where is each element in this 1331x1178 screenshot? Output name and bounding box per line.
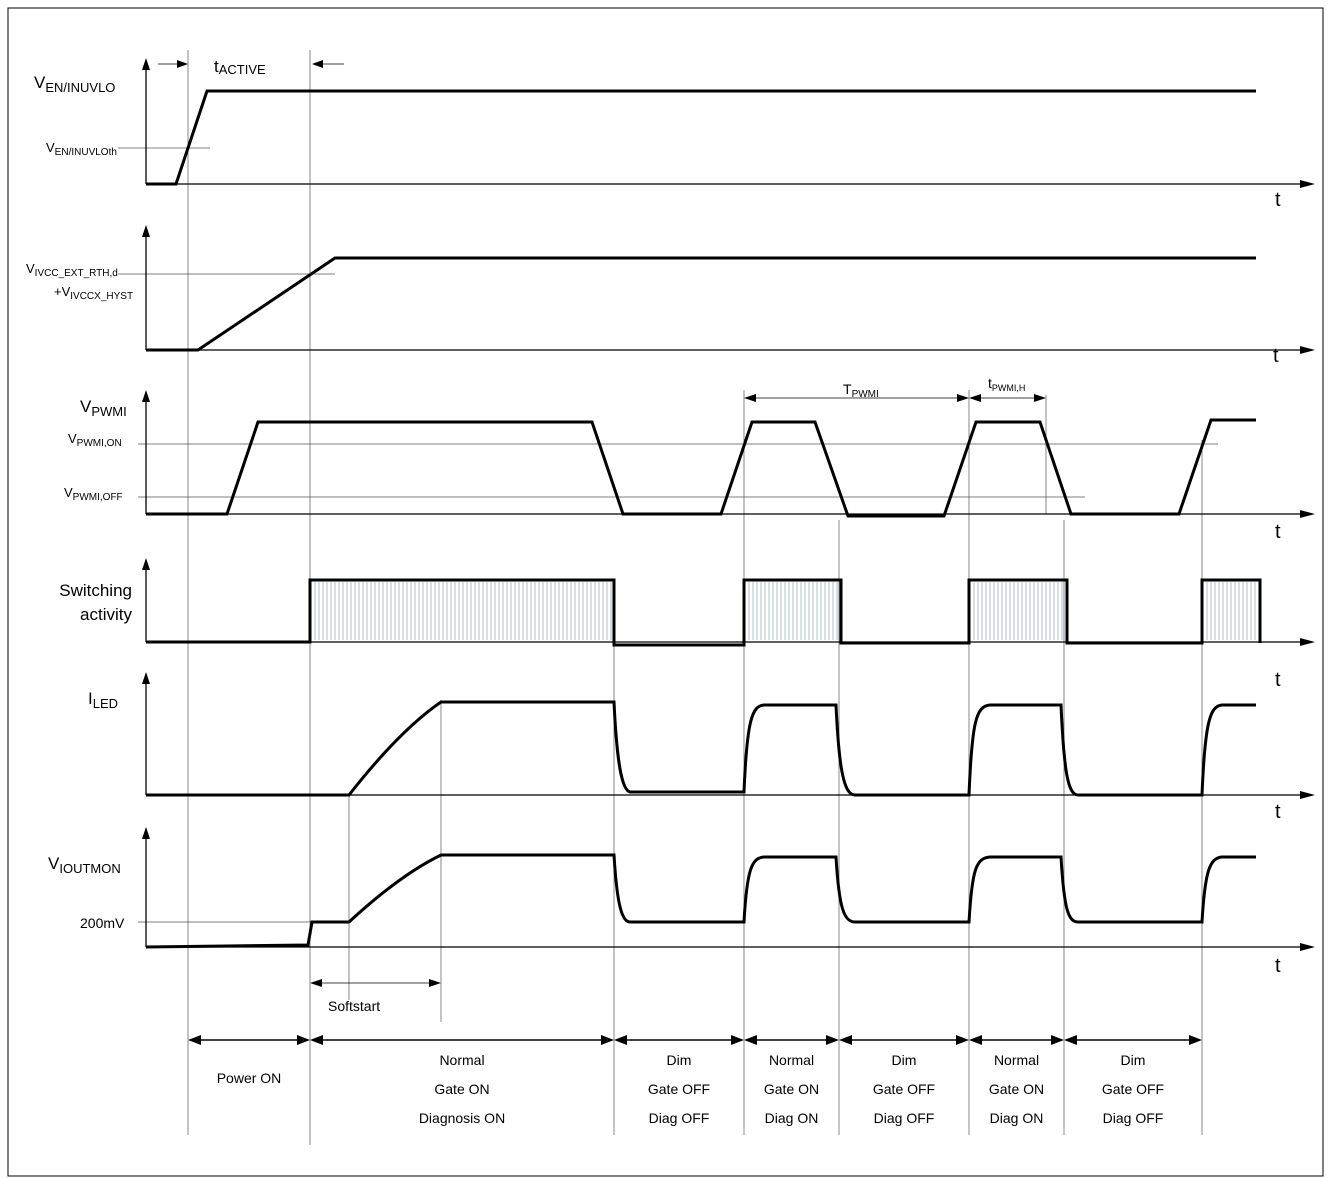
phase-arrows [188, 1035, 1202, 1045]
label-t-pwmi-h: tPWMI,H [988, 375, 1025, 393]
phase-arrow-head [614, 1035, 627, 1045]
label-switching-2: activity [80, 605, 132, 624]
phase-label: Normal [994, 1052, 1039, 1068]
phase-arrow-head [744, 1035, 757, 1045]
phase-arrow-head [826, 1035, 839, 1045]
time-label-iled: t [1275, 801, 1281, 823]
time-axis-labels: t t t t t t [1273, 189, 1281, 977]
phase-label: Diag OFF [1103, 1110, 1164, 1126]
phase-label: Gate ON [434, 1081, 489, 1097]
time-label-ioutmon: t [1275, 955, 1281, 977]
phase-label: Gate ON [764, 1081, 819, 1097]
phase-label: Normal [439, 1052, 484, 1068]
phase-label: Dim [892, 1052, 917, 1068]
t-pwmi-h-marker: tPWMI,H [969, 375, 1046, 402]
waveform-pwmi [146, 418, 1256, 518]
signal-labels: VEN/INUVLO VEN/INUVLOth VIVCC_EXT_RTH,d … [26, 73, 133, 931]
label-200mv: 200mV [80, 915, 125, 931]
softstart-marker: Softstart [310, 979, 441, 1014]
waveforms [145, 89, 1262, 949]
timing-annotations: tACTIVE TPWMI tPWMI,H Softstart [158, 57, 1046, 1014]
switching-hatch [314, 582, 1256, 640]
phase-arrow-head [839, 1035, 852, 1045]
waveform-ivcc [146, 256, 1256, 352]
time-label-en: t [1275, 189, 1281, 211]
phase-label: Diag OFF [649, 1110, 710, 1126]
waveform-iled [146, 700, 1256, 797]
phase-label: Normal [769, 1052, 814, 1068]
label-vpwmi: VPWMI [80, 397, 127, 419]
axes [142, 58, 1315, 951]
label-switching-1: Switching [59, 581, 132, 600]
phase-label: Dim [1121, 1052, 1146, 1068]
phase-arrow-head [956, 1035, 969, 1045]
phase-arrow-head [1064, 1035, 1077, 1045]
threshold-lines [118, 147, 1218, 923]
label-ivcc-2: +VIVCCX_HYST [54, 284, 133, 302]
phase-arrow-head [310, 1035, 323, 1045]
time-label-ivcc: t [1273, 345, 1279, 367]
label-vioutmon: VIOUTMON [48, 854, 121, 876]
label-t-pwmi: TPWMI [843, 381, 879, 400]
phase-label: Power ON [217, 1070, 282, 1086]
label-vpwmi-on: VPWMI,ON [68, 431, 122, 449]
phase-arrow-head [731, 1035, 744, 1045]
time-label-pwmi: t [1275, 521, 1281, 543]
label-ven-th: VEN/INUVLOth [46, 140, 117, 158]
phase-arrow-head [1051, 1035, 1064, 1045]
phase-label: Gate OFF [873, 1081, 935, 1097]
phase-arrow-head [969, 1035, 982, 1045]
t-pwmi-marker: TPWMI [744, 381, 969, 402]
waveform-ioutmon [145, 853, 1256, 949]
phase-arrow-head [1189, 1035, 1202, 1045]
phase-label: Diag ON [990, 1110, 1044, 1126]
diagram-frame [7, 7, 1324, 1177]
phase-labels: Power ON Normal Gate ON Diagnosis ON Dim Gate… [217, 1052, 1164, 1126]
label-softstart: Softstart [328, 998, 380, 1014]
label-ivcc-1: VIVCC_EXT_RTH,d [26, 261, 118, 279]
label-vpwmi-off: VPWMI,OFF [64, 485, 123, 503]
phase-label: Gate OFF [1102, 1081, 1164, 1097]
label-iled: ILED [88, 689, 118, 711]
time-label-switching: t [1275, 669, 1281, 691]
phase-arrow-head [297, 1035, 310, 1045]
phase-label: Diag OFF [874, 1110, 935, 1126]
waveform-en [146, 89, 1256, 186]
phase-label: Diagnosis ON [419, 1110, 505, 1126]
phase-label: Gate OFF [648, 1081, 710, 1097]
phase-label: Dim [667, 1052, 692, 1068]
t-active-marker: tACTIVE [158, 57, 344, 77]
phase-label: Diag ON [765, 1110, 819, 1126]
label-t-active: tACTIVE [214, 57, 266, 77]
phase-arrow-head [188, 1035, 201, 1045]
phase-arrow-head [601, 1035, 614, 1045]
waveform-switching [146, 578, 1262, 647]
phase-label: Gate ON [989, 1081, 1044, 1097]
label-ven: VEN/INUVLO [34, 73, 115, 95]
